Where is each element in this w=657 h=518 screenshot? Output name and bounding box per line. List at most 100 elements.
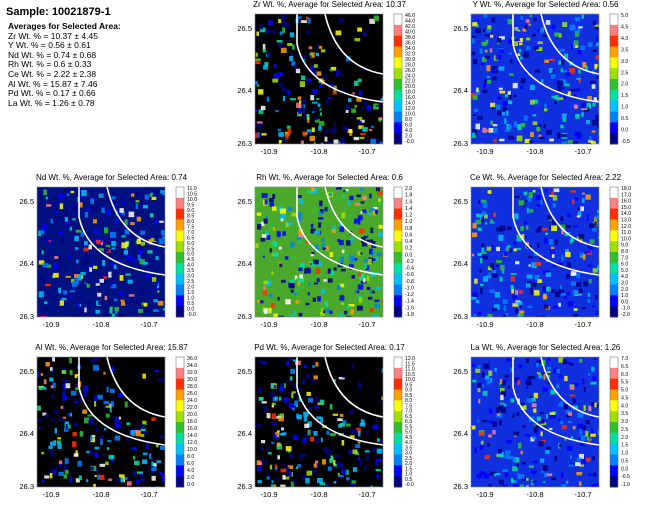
colorbar-tick-label: 10.0 — [405, 377, 415, 383]
colorbar-tick-label: 1.5 — [621, 93, 628, 99]
y-heatmap: -10.9 -10.8 -10.7 26.5 26.4 26.3 5.0 4.5 4.0 3.5 3… — [453, 13, 630, 156]
colorbar-tick-label: -0.8 — [405, 279, 414, 285]
heatmap-plot-area — [254, 186, 384, 318]
colorbar-tick-label: 6.5 — [621, 364, 628, 370]
y-tick-label: 26.3 — [453, 482, 468, 491]
x-tick-label: -10.8 — [526, 490, 543, 499]
colorbar-tick-label: 8.0 — [405, 398, 412, 404]
x-tick-label: -10.7 — [140, 320, 157, 329]
colorbar-tick-label: 1.2 — [405, 213, 412, 219]
y-tick-label: 26.5 — [19, 367, 34, 376]
colorbar-tick-label: 11.0 — [621, 230, 631, 236]
colorbar-tick-label: 11.5 — [405, 361, 415, 367]
x-tick-label: -10.9 — [42, 490, 59, 499]
y-tick-label: 26.5 — [453, 367, 468, 376]
al-heatmap: -10.9 -10.8 -10.7 26.5 26.4 26.3 36.034.032.03… — [19, 356, 197, 499]
heatmap-plot-area — [254, 356, 384, 488]
colorbar — [175, 356, 185, 488]
heatmap-plot-area — [470, 13, 600, 145]
colorbar-tick-label: 4.5 — [621, 25, 628, 31]
colorbar-tick-label: 0.6 — [405, 232, 412, 238]
colorbar-tick-label: 38.0 — [405, 35, 415, 41]
colorbar-tick-label: 11.0 — [405, 367, 415, 373]
colorbar-tick-label: 1.8 — [405, 193, 412, 199]
colorbar-tick-label: -0.5 — [621, 139, 630, 145]
x-tick-label: -10.8 — [526, 147, 543, 156]
panel-pd: Pd Wt. %, Average for Selected Area: 0.1… — [222, 343, 437, 513]
colorbar-tick-label: 1.0 — [621, 105, 628, 111]
colorbar-tick-label: 32.0 — [187, 370, 197, 376]
colorbar-tick-label: -1.2 — [405, 292, 414, 298]
colorbar-tick-label: 6.0 — [621, 372, 628, 378]
colorbar-tick-label: 34.0 — [187, 363, 197, 369]
colorbar-tick-label: 18.0 — [187, 419, 197, 425]
colorbar-tick-label: 8.5 — [405, 393, 412, 399]
panel-title: Nd Wt. %, Average for Selected Area: 0.7… — [35, 173, 188, 182]
colorbar-tick-label: 11.0 — [187, 186, 197, 192]
colorbar-tick-label: 1.0 — [187, 296, 194, 302]
zr-heatmap: -10.9 -10.8 -10.726.526.426.346.044.042.04… — [237, 13, 415, 156]
y-tick-label: 26.5 — [237, 197, 252, 206]
colorbar-tick-label: 9.5 — [187, 202, 194, 208]
colorbar-tick-label: 0.2 — [405, 246, 412, 252]
panel-y: Y Wt. %, Average for Selected Area: 0.56… — [438, 0, 653, 170]
colorbar-tick-label: 42.0 — [405, 24, 415, 30]
colorbar-tick-label: 40.0 — [405, 29, 415, 35]
colorbar-tick-label: 14.0 — [621, 211, 631, 217]
colorbar-tick-label: 1.5 — [405, 466, 412, 472]
selected-area-outline — [296, 187, 383, 276]
colorbar-tick-label: 24.0 — [187, 398, 197, 404]
average-line-ce: Ce Wt. % = 2.22 ± 2.38 — [8, 68, 97, 79]
colorbar-tick-label: 28.0 — [405, 62, 415, 68]
x-tick-label: -10.9 — [476, 320, 493, 329]
colorbar-tick-label: 5.5 — [187, 246, 194, 252]
colorbar-tick-label: 26.0 — [405, 68, 415, 74]
colorbar-tick-label: 4.0 — [187, 263, 194, 269]
y-tick-label: 26.4 — [237, 429, 252, 438]
x-tick-label: -10.8 — [310, 147, 327, 156]
x-tick-label: -10.9 — [260, 490, 277, 499]
colorbar-tick-label: 36.0 — [187, 356, 197, 362]
colorbar-tick-label: 5.5 — [621, 380, 628, 386]
colorbar-tick-label: 8.0 — [187, 219, 194, 225]
panel-title: Al Wt. %, Average for Selected Area: 15.… — [35, 343, 188, 352]
colorbar-tick-label: -0.5 — [621, 474, 630, 480]
colorbar-tick-label: 3.5 — [187, 268, 194, 274]
colorbar-tick-label: 10.5 — [187, 192, 197, 198]
colorbar-tick-label: 2.0 — [621, 287, 628, 293]
colorbar-tick-label: 15.0 — [621, 205, 631, 211]
colorbar-tick-label: 1.0 — [405, 472, 412, 478]
colorbar-tick-label: 6.0 — [187, 461, 194, 467]
heatmap-plot-area — [36, 186, 166, 318]
colorbar-tick-label: 6.0 — [405, 123, 412, 129]
colorbar-tick-label: 7.0 — [621, 255, 628, 261]
colorbar-tick-label: 3.5 — [405, 445, 412, 451]
x-tick-label: -10.9 — [476, 147, 493, 156]
y-tick-label: 26.3 — [19, 482, 34, 491]
colorbar-tick-label: 10.0 — [621, 236, 631, 242]
colorbar-tick-label: 34.0 — [405, 46, 415, 52]
colorbar-tick-label: 12.0 — [405, 356, 415, 362]
colorbar-tick-label: 5.0 — [405, 430, 412, 436]
colorbar-tick-label: 17.0 — [621, 192, 631, 198]
colorbar-tick-label: 2.5 — [187, 279, 194, 285]
selected-area-outline — [512, 357, 599, 446]
pd-heatmap: -10.9 -10.8 -10.726.526.426.312.011.511.01… — [237, 356, 415, 499]
x-tick-label: -10.7 — [358, 320, 375, 329]
colorbar-tick-label: 0.0 — [621, 299, 628, 305]
colorbar-tick-label: 3.0 — [405, 451, 412, 457]
x-tick-label: -10.9 — [42, 320, 59, 329]
colorbar-tick-label: 4.0 — [405, 440, 412, 446]
panel-nd: Nd Wt. %, Average for Selected Area: 0.7… — [4, 173, 219, 343]
panel-zr: Zr Wt. %, Average for Selected Area: 10.… — [222, 0, 437, 170]
colorbar-tick-label: 0.8 — [405, 226, 412, 232]
colorbar-tick-label: 0.0 — [187, 307, 194, 313]
x-tick-label: -10.8 — [526, 320, 543, 329]
x-tick-label: -10.8 — [310, 320, 327, 329]
colorbar-tick-label: 1.5 — [621, 443, 628, 449]
colorbar-tick-label: 7.5 — [187, 224, 194, 230]
x-tick-label: -10.7 — [574, 147, 591, 156]
panel-title: Pd Wt. %, Average for Selected Area: 0.1… — [254, 343, 405, 352]
y-tick-label: 26.3 — [237, 482, 252, 491]
colorbar-tick-label: -1.8 — [405, 312, 414, 318]
